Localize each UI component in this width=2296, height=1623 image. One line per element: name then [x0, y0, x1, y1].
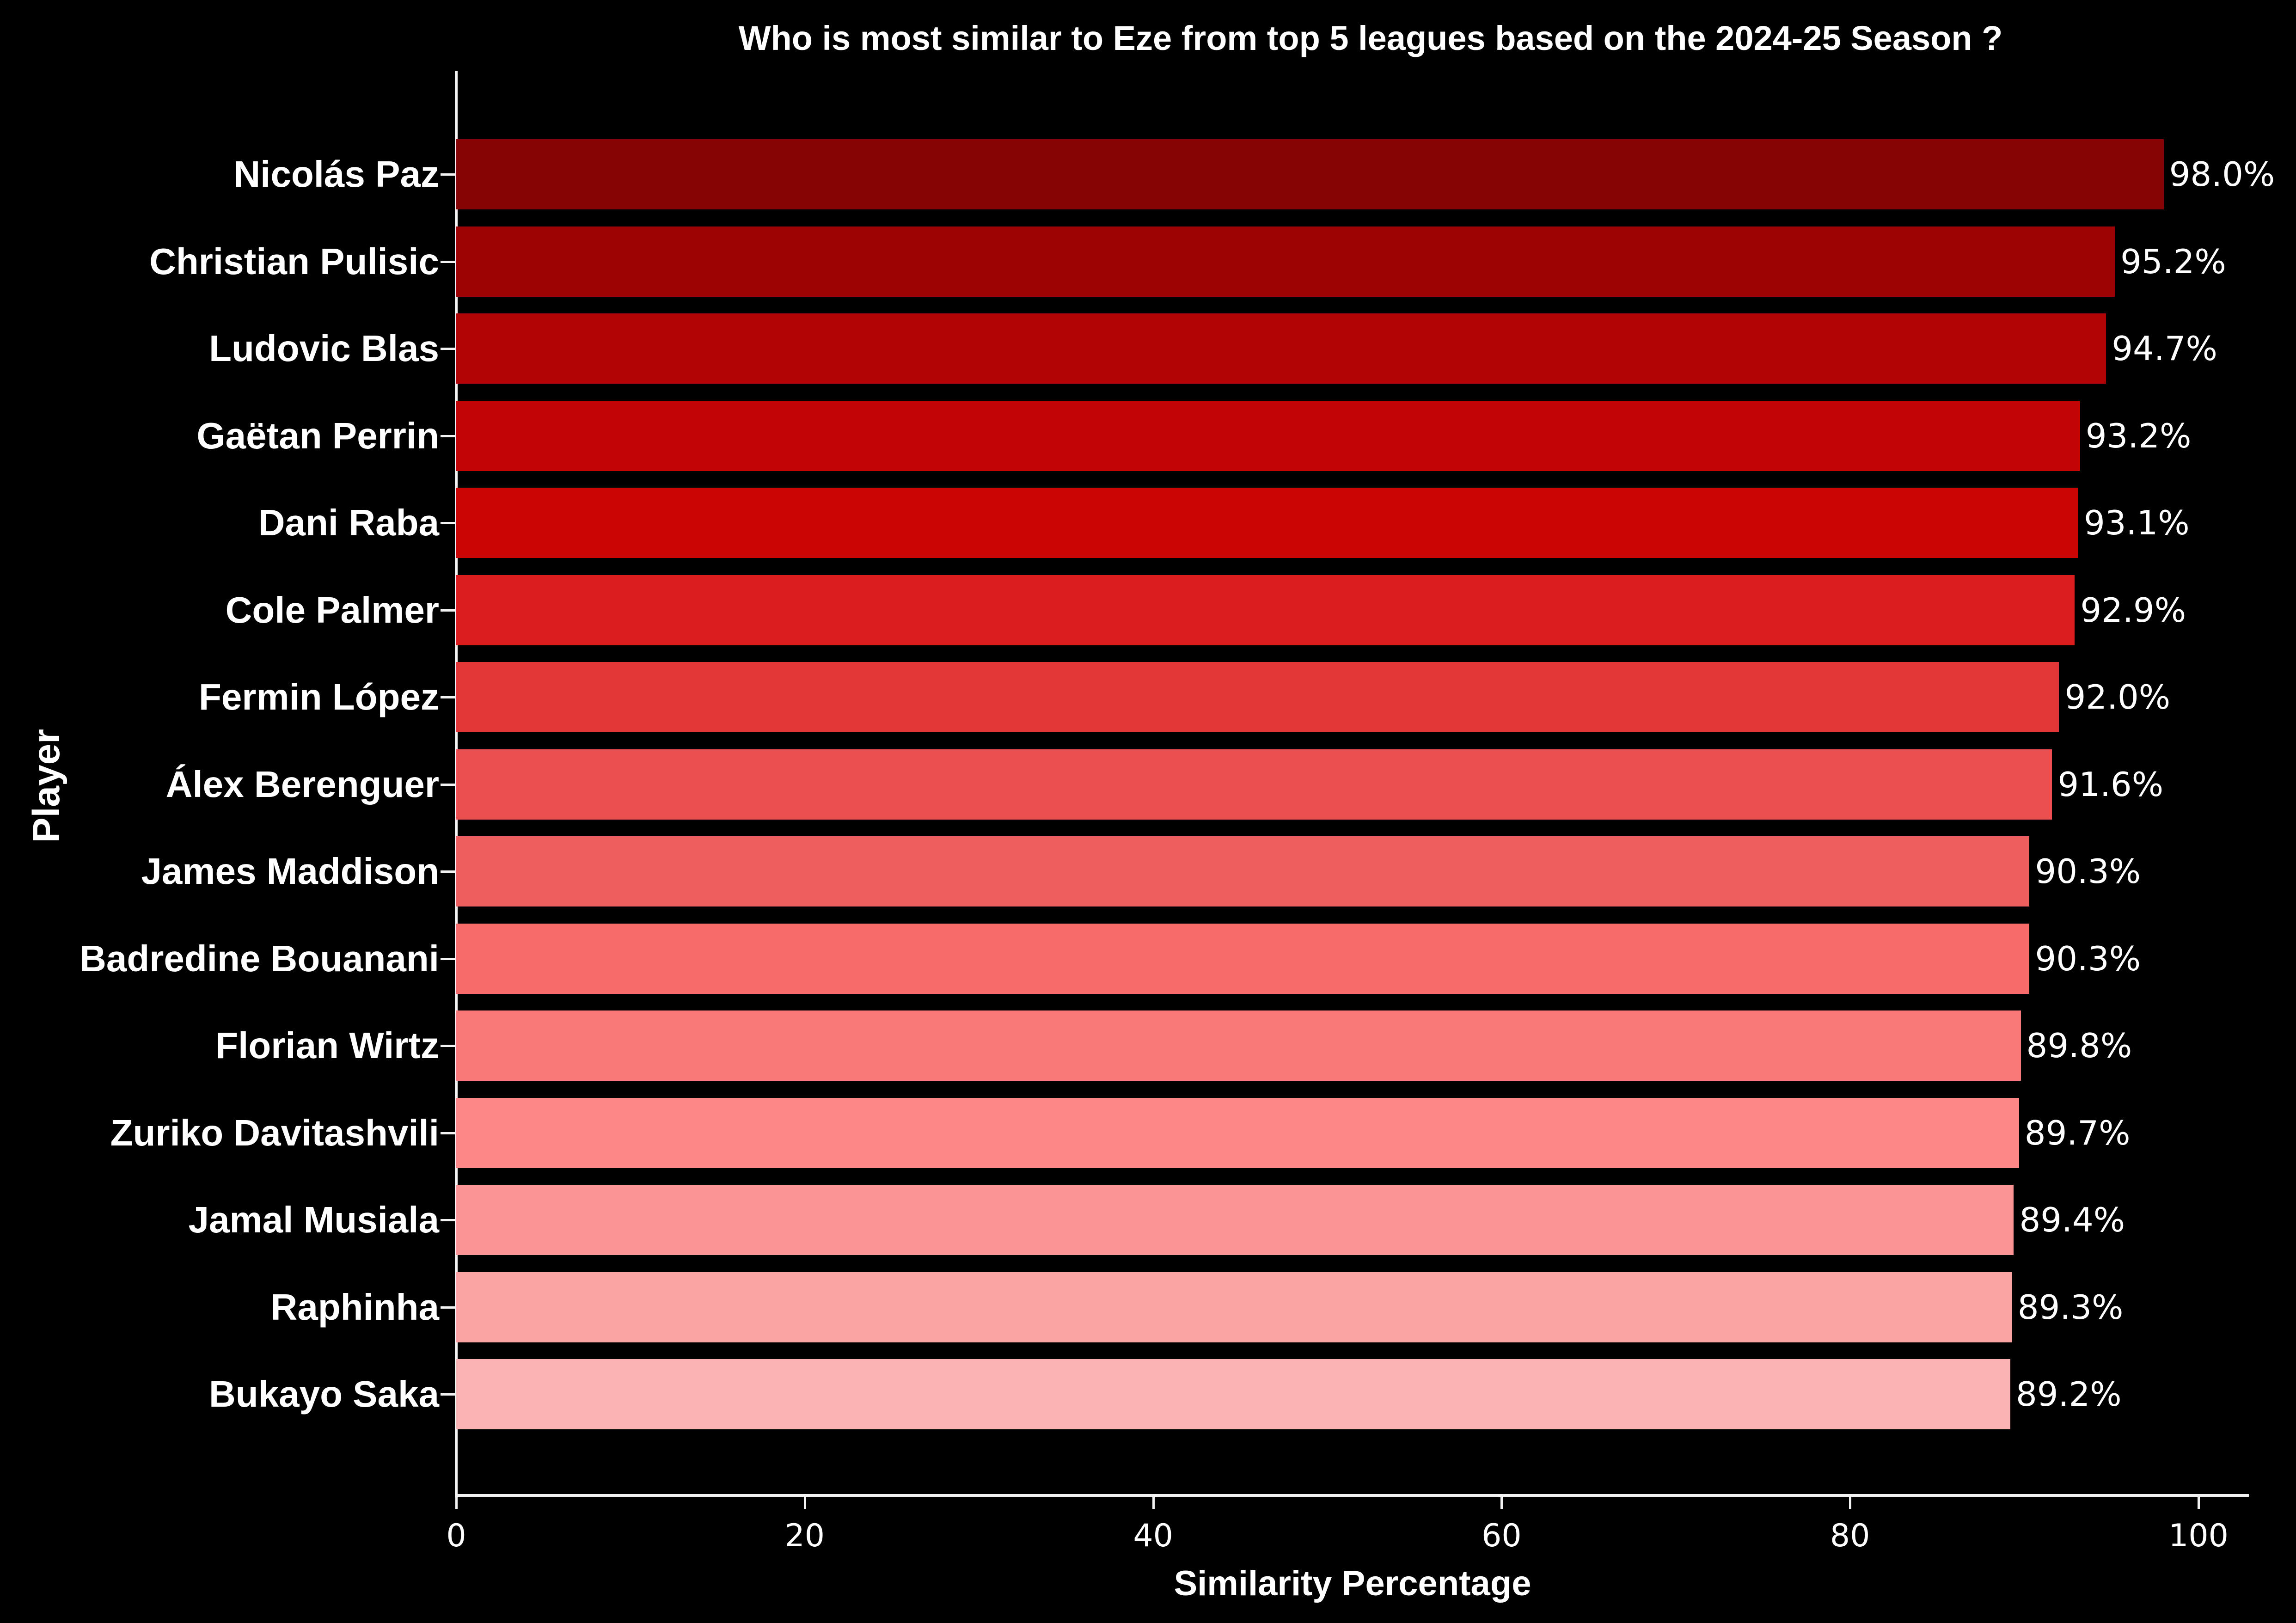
bar [456, 401, 2080, 471]
bar [456, 1359, 2010, 1429]
value-label: 92.0% [2064, 678, 2171, 717]
x-tick-label: 80 [1830, 1518, 1870, 1554]
value-label: 95.2% [2120, 242, 2226, 281]
x-tick [455, 1497, 458, 1509]
y-tick [441, 435, 455, 437]
x-tick-label: 20 [784, 1518, 825, 1554]
x-tick-label: 100 [2168, 1518, 2229, 1554]
value-label: 98.0% [2169, 155, 2275, 194]
player-label: James Maddison [141, 851, 439, 892]
y-tick [441, 1306, 455, 1309]
value-label: 89.3% [2017, 1288, 2124, 1327]
bar [456, 488, 2078, 558]
value-label: 89.4% [2019, 1200, 2125, 1239]
value-label: 91.6% [2057, 765, 2164, 804]
bar [456, 662, 2059, 732]
x-tick-label: 0 [446, 1518, 466, 1554]
y-tick [441, 958, 455, 960]
plot-area: 98.0% 95.2% 94.7% 93.2% 93.1% 92.9% 92.0% 91.6%… [441, 71, 2275, 1554]
y-tick [441, 609, 455, 612]
y-tick [441, 784, 455, 786]
bar [456, 1272, 2012, 1342]
bar [456, 313, 2106, 384]
value-label: 94.7% [2112, 329, 2217, 368]
bar [456, 227, 2115, 297]
bar [456, 749, 2052, 820]
x-tick [1849, 1497, 1852, 1509]
x-tick [1152, 1497, 1155, 1509]
x-axis-spine [455, 1494, 2249, 1497]
x-tick [803, 1497, 806, 1509]
y-tick [441, 173, 455, 176]
value-label: 89.8% [2026, 1026, 2132, 1065]
value-label: 89.7% [2024, 1114, 2131, 1152]
player-label: Ludovic Blas [209, 328, 439, 369]
player-label: Badredine Bouanani [80, 938, 439, 979]
y-tick [441, 1045, 455, 1047]
value-label: 93.1% [2083, 503, 2190, 542]
bar [456, 1098, 2019, 1168]
x-tick-label: 40 [1133, 1518, 1173, 1554]
x-tick-label: 60 [1482, 1518, 1522, 1554]
y-tick [441, 696, 455, 698]
player-label: Fermin López [198, 676, 439, 717]
bar [456, 139, 2164, 209]
y-tick [441, 1393, 455, 1396]
x-tick [2198, 1497, 2200, 1509]
player-label: Bukayo Saka [208, 1373, 439, 1415]
y-tick [441, 522, 455, 524]
player-label: Cole Palmer [225, 589, 439, 631]
player-label: Jamal Musiala [188, 1199, 440, 1240]
player-label: Florian Wirtz [215, 1025, 439, 1066]
bar [456, 575, 2075, 645]
value-label: 90.3% [2035, 939, 2141, 978]
bar [456, 1185, 2014, 1255]
y-tick [441, 870, 455, 873]
bar [456, 1011, 2021, 1081]
value-label: 89.2% [2015, 1375, 2122, 1414]
player-label: Raphinha [270, 1286, 439, 1328]
player-label: Álex Berenguer [165, 764, 439, 805]
x-tick [1500, 1497, 1503, 1509]
bar [456, 924, 2030, 994]
player-label: Gaëtan Perrin [196, 415, 439, 456]
x-axis-title: Similarity Percentage [1174, 1564, 1531, 1603]
player-label: Zuriko Davitashvili [110, 1112, 439, 1153]
player-label: Christian Pulisic [149, 241, 439, 282]
y-tick [441, 261, 455, 263]
player-label: Nicolás Paz [233, 153, 439, 195]
chart-title: Who is most similar to Eze from top 5 le… [738, 19, 2003, 57]
y-tick [441, 1132, 455, 1134]
bar [456, 836, 2030, 906]
value-label: 92.9% [2080, 591, 2186, 630]
y-axis-labels-column: Nicolás Paz Christian Pulisic Ludovic Blas… [0, 71, 439, 1495]
y-tick [441, 1219, 455, 1221]
value-label: 90.3% [2035, 852, 2141, 891]
y-tick [441, 348, 455, 350]
value-label: 93.2% [2085, 416, 2192, 455]
player-label: Dani Raba [258, 502, 439, 543]
